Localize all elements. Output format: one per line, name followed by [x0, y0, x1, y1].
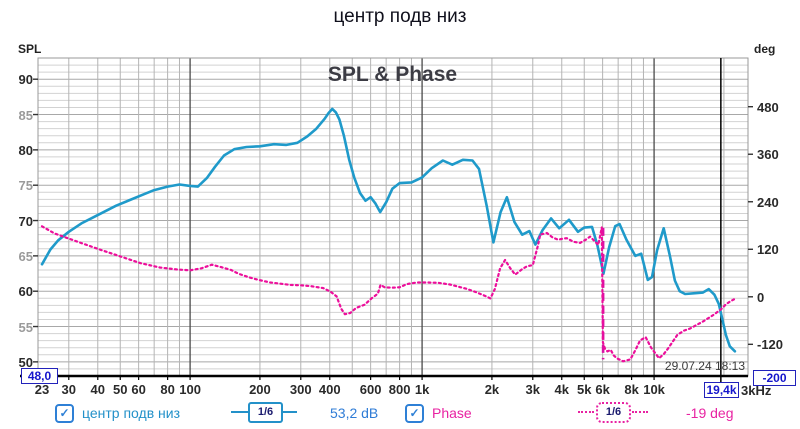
phase-curve: [40, 225, 737, 363]
x-tick-label: 300: [289, 382, 312, 397]
phase-line-sample-left: [578, 411, 594, 413]
x-tick-label: 40: [90, 382, 105, 397]
x-tick-label: 4k: [554, 382, 569, 397]
spl-line-sample-left: [231, 411, 248, 413]
x-tick-label: 400: [318, 382, 341, 397]
y-right-tick-label: 120: [757, 242, 779, 258]
y-right-tick-label: 0: [757, 289, 765, 305]
y-left-tick-label: 75: [18, 178, 33, 194]
x-tick-label: 600: [359, 382, 382, 397]
spl-curve-label: центр подв низ: [82, 405, 180, 421]
x-tick-label: 60: [131, 382, 146, 397]
spl-line-sample-right: [281, 411, 297, 413]
x-tick-label: 2k: [484, 382, 500, 397]
phase-curve-label: Phase: [432, 405, 472, 421]
y-left-tick-label: 65: [18, 248, 33, 264]
y-right-tick-label: 360: [757, 147, 779, 163]
y-right-tick-label: 480: [757, 99, 779, 115]
phase-line-sample-right: [632, 411, 648, 413]
cursor-phase-readout: -19 deg: [686, 405, 734, 421]
x-tick-label: 1k: [414, 382, 430, 397]
x-tick-label: 30: [61, 382, 77, 397]
x-tick-label: 10k: [643, 382, 665, 397]
y-min-field[interactable]: 48,0: [21, 368, 58, 384]
y-left-tick-label: 60: [18, 284, 33, 300]
x-tick-label: 3k: [525, 382, 540, 397]
phase-min-field[interactable]: -200: [753, 370, 796, 386]
phase-curve-checkbox[interactable]: ✓: [405, 404, 424, 423]
timestamp: 29.07.24 18:13: [664, 359, 745, 373]
cursor-frequency-field[interactable]: 19,4k: [704, 382, 739, 398]
x-tick-label: 800: [388, 382, 411, 397]
y-left-tick-label: 50: [18, 354, 33, 370]
x-tick-label: 23: [34, 382, 50, 397]
y-right-tick-label: -120: [757, 337, 784, 353]
x-tick-label: 6k: [595, 382, 610, 397]
y-left-tick-label: 90: [18, 72, 33, 88]
phase-smoothing-button[interactable]: 1/6: [596, 402, 631, 423]
spl-curve-checkbox[interactable]: ✓: [55, 404, 74, 423]
x-tick-label: 100: [179, 382, 201, 397]
y-left-tick-label: 70: [18, 213, 33, 229]
x-tick-label: 5k: [577, 382, 592, 397]
cursor-spl-readout: 53,2 dB: [330, 405, 379, 421]
x-tick-label: 200: [249, 382, 271, 397]
right-axis-unit-label: deg: [754, 42, 776, 56]
x-tick-label: 8k: [624, 382, 639, 397]
y-left-tick-label: 80: [18, 142, 33, 158]
spl-curve: [40, 107, 737, 353]
y-right-tick-label: 240: [757, 194, 779, 210]
spl-smoothing-button[interactable]: 1/6: [248, 402, 283, 423]
y-left-tick-label: 85: [18, 107, 33, 123]
left-axis-unit-label: SPL: [18, 42, 42, 56]
x-axis-end-label: 3kHz: [741, 383, 772, 398]
y-left-tick-label: 55: [18, 319, 33, 335]
chart-heading: SPL & Phase: [327, 63, 458, 86]
x-tick-label: 50: [113, 382, 128, 397]
x-tick-label: 80: [160, 382, 175, 397]
page-title: центр подв низ: [333, 6, 467, 27]
